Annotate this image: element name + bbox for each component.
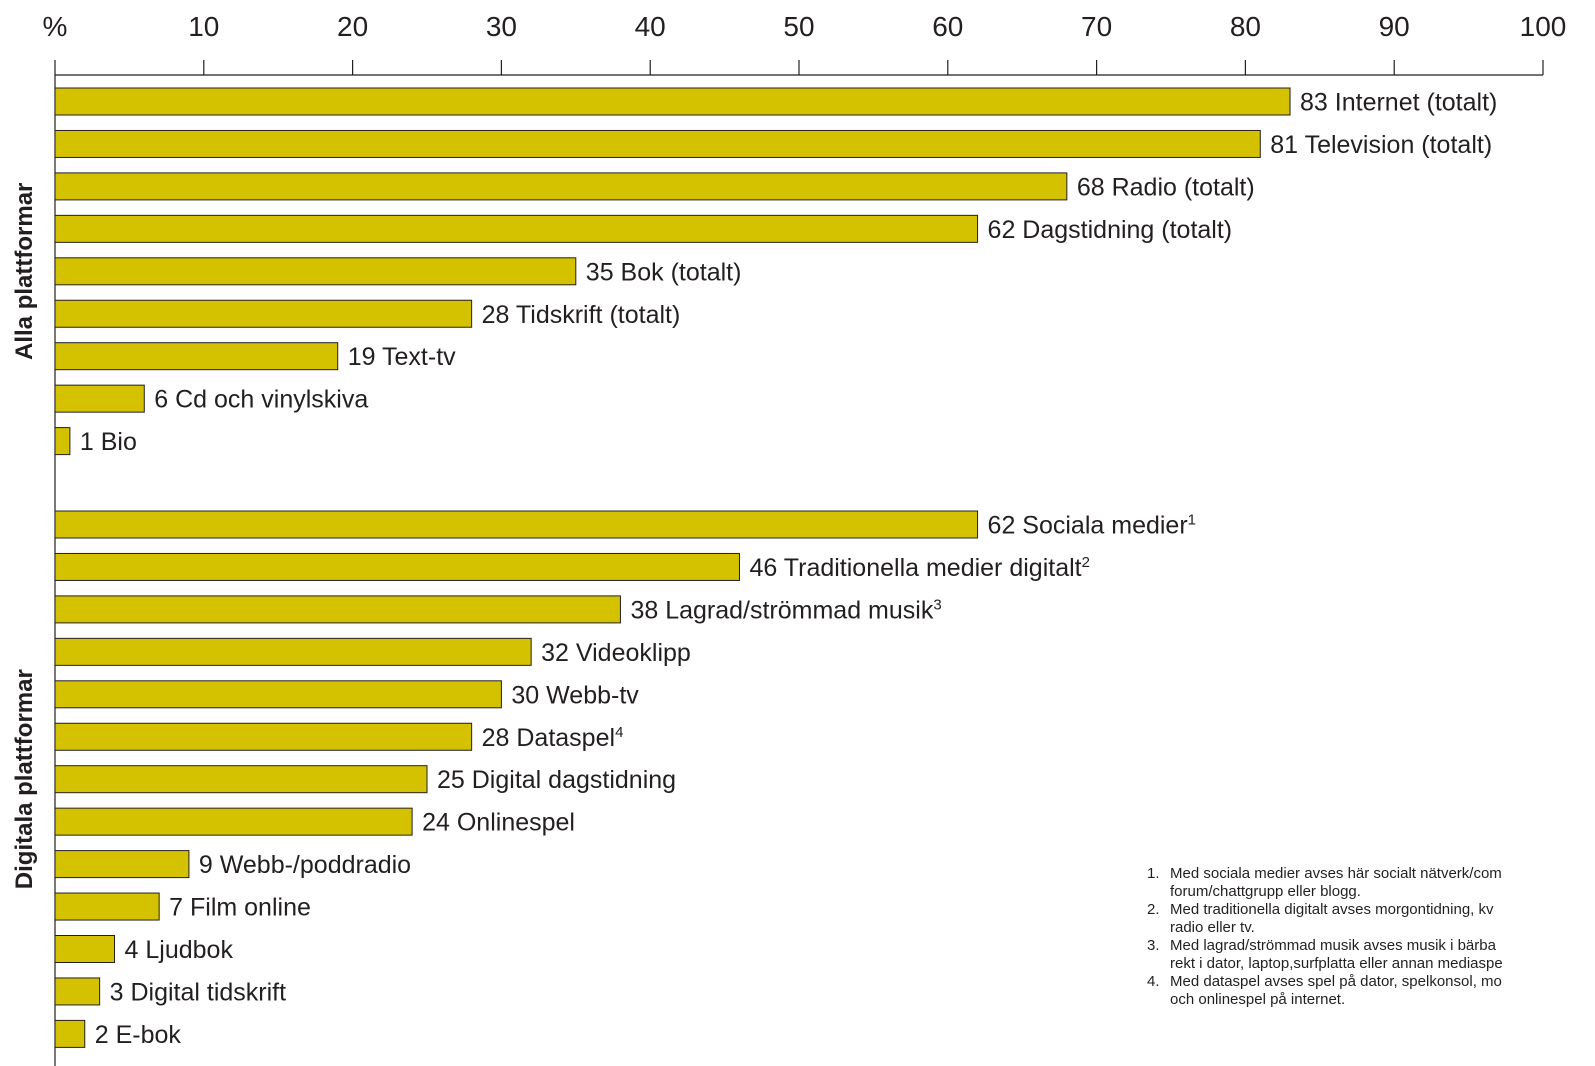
- bar: [54, 1019, 86, 1048]
- bar-label: 68 Radio (totalt): [1077, 173, 1255, 201]
- bar-label: 7 Film online: [169, 894, 311, 922]
- x-tick-label: 80: [1230, 11, 1261, 42]
- bar: [54, 129, 1261, 158]
- bar: [54, 257, 577, 286]
- bar: [54, 977, 101, 1006]
- footnote-number: 3.: [1147, 937, 1160, 954]
- bar: [54, 765, 428, 794]
- bar-label: 4 Ljudbok: [125, 936, 234, 964]
- bar-label: 3 Digital tidskrift: [110, 978, 286, 1006]
- footnote-number: 4.: [1147, 973, 1160, 990]
- bar: [54, 935, 116, 963]
- bar-label: 28 Tidskrift (totalt): [482, 301, 681, 329]
- footnote-line: radio eller tv.: [1170, 919, 1255, 936]
- bar-label: 81 Television (totalt): [1270, 131, 1492, 159]
- footnotes: 1. Med sociala medier avses här socialt n…: [1147, 865, 1503, 1008]
- bar-label: 62 Dagstidning (totalt): [988, 216, 1233, 244]
- bars: [54, 87, 1291, 1048]
- bar: [54, 510, 979, 539]
- bar-label: 24 Onlinespel: [422, 809, 575, 837]
- x-tick-label: 30: [486, 11, 517, 42]
- bar-label: 9 Webb-/poddradio: [199, 851, 411, 879]
- footnote-line: Med sociala medier avses här socialt nät…: [1170, 865, 1502, 882]
- x-tick-label: 40: [635, 11, 666, 42]
- bar: [54, 87, 1291, 116]
- footnote-number: 1.: [1147, 865, 1160, 882]
- x-tick-label: 50: [783, 11, 814, 42]
- bar: [54, 892, 160, 921]
- bar-label: 1 Bio: [80, 428, 137, 456]
- footnote-number: 2.: [1147, 901, 1160, 918]
- group-label: Alla plattformar: [11, 183, 38, 360]
- x-tick-label: 60: [932, 11, 963, 42]
- bar: [54, 427, 71, 456]
- group-labels: Alla plattformar Digitala plattformar: [11, 183, 38, 890]
- bar: [54, 342, 339, 371]
- bar: [54, 850, 190, 879]
- bar-label: 38 Lagrad/strömmad musik3: [630, 596, 941, 624]
- bar: [54, 680, 502, 709]
- footnote-line: Med dataspel avses spel på dator, spelko…: [1170, 973, 1502, 990]
- x-tick-label: 10: [188, 11, 219, 42]
- x-axis: % 10 20 30 40 50 60 70 80 90 100: [43, 11, 1567, 1066]
- bar: [54, 552, 740, 581]
- x-tick-label: 100: [1520, 11, 1567, 42]
- footnote-line: och onlinespel på internet.: [1170, 991, 1345, 1008]
- bar-label: 32 Videoklipp: [541, 639, 691, 667]
- bar: [54, 722, 473, 751]
- bar-label: 46 Traditionella medier digitalt2: [749, 554, 1089, 582]
- bar: [54, 595, 621, 624]
- x-tick-label: 70: [1081, 11, 1112, 42]
- x-tick-label: 90: [1379, 11, 1410, 42]
- group-label: Digitala plattformar: [11, 669, 38, 889]
- bar: [54, 299, 473, 328]
- footnote-line: Med traditionella digitalt avses morgont…: [1170, 901, 1494, 918]
- bar-labels: 83 Internet (totalt) 81 Television (total…: [80, 89, 1497, 1049]
- bar-label: 35 Bok (totalt): [586, 258, 742, 286]
- bar-label: 2 E-bok: [95, 1021, 182, 1049]
- footnote-line: Med lagrad/strömmad musik avses musik i …: [1170, 937, 1497, 954]
- bar: [54, 807, 413, 836]
- bar-label: 83 Internet (totalt): [1300, 89, 1497, 117]
- x-tick-label: 20: [337, 11, 368, 42]
- bar: [54, 384, 145, 413]
- bar-label: 19 Text-tv: [348, 343, 456, 371]
- bar-label: 62 Sociala medier1: [988, 512, 1196, 540]
- footnote-line: forum/chattgrupp eller blogg.: [1170, 883, 1361, 900]
- bar: [54, 172, 1068, 201]
- bar: [54, 214, 979, 243]
- axis-unit-label: %: [43, 11, 68, 42]
- bar-label: 6 Cd och vinylskiva: [154, 386, 368, 414]
- bar-label: 30 Webb-tv: [511, 681, 639, 709]
- bar-label: 28 Dataspel4: [482, 724, 624, 752]
- footnote-line: rekt i dator, laptop,surfplatta eller an…: [1170, 955, 1503, 972]
- bar: [54, 637, 532, 666]
- bar-label: 25 Digital dagstidning: [437, 766, 676, 794]
